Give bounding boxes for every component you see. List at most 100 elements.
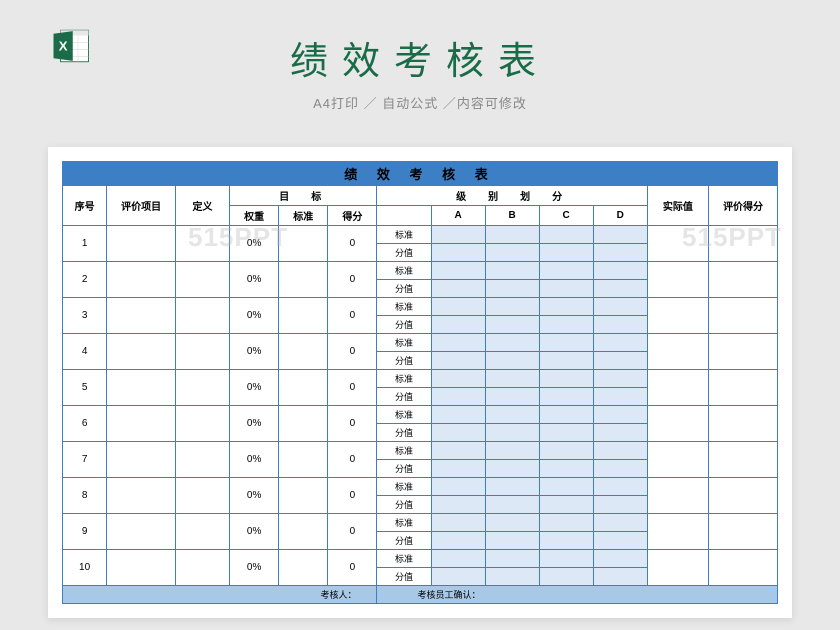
cell-b-val bbox=[485, 280, 539, 298]
cell-d bbox=[593, 406, 647, 424]
cell-sub-val: 分值 bbox=[377, 424, 431, 442]
cell-score: 0 bbox=[328, 442, 377, 478]
cell-d bbox=[593, 226, 647, 244]
footer-confirm: 考核员工确认： bbox=[377, 586, 778, 604]
cell-d-val bbox=[593, 460, 647, 478]
cell-d bbox=[593, 442, 647, 460]
cell-b bbox=[485, 514, 539, 532]
cell-standard bbox=[279, 226, 328, 262]
col-d: D bbox=[593, 206, 647, 226]
cell-def bbox=[176, 442, 230, 478]
col-target-group: 目 标 bbox=[230, 186, 377, 206]
cell-a bbox=[431, 442, 485, 460]
cell-d-val bbox=[593, 352, 647, 370]
cell-seq: 2 bbox=[63, 262, 107, 298]
cell-c bbox=[539, 226, 593, 244]
cell-sub-std: 标准 bbox=[377, 478, 431, 496]
cell-sub-val: 分值 bbox=[377, 352, 431, 370]
cell-item bbox=[107, 262, 176, 298]
cell-b bbox=[485, 442, 539, 460]
col-seq: 序号 bbox=[63, 186, 107, 226]
col-score: 得分 bbox=[328, 206, 377, 226]
cell-def bbox=[176, 370, 230, 406]
cell-b bbox=[485, 298, 539, 316]
cell-def bbox=[176, 226, 230, 262]
cell-score: 0 bbox=[328, 406, 377, 442]
cell-d-val bbox=[593, 244, 647, 262]
header-row-1: 序号 评价项目 定义 目 标 级 别 划 分 实际值 评价得分 bbox=[63, 186, 778, 206]
cell-a-val bbox=[431, 460, 485, 478]
page-title: 绩效考核表 bbox=[60, 30, 780, 85]
table-row: 60%0标准 bbox=[63, 406, 778, 424]
cell-c bbox=[539, 262, 593, 280]
cell-actual bbox=[647, 334, 708, 370]
table-row: 20%0标准 bbox=[63, 262, 778, 280]
cell-sub-std: 标准 bbox=[377, 334, 431, 352]
cell-c bbox=[539, 406, 593, 424]
table-row: 40%0标准 bbox=[63, 334, 778, 352]
cell-eval bbox=[709, 550, 778, 586]
cell-sub-std: 标准 bbox=[377, 370, 431, 388]
cell-d bbox=[593, 334, 647, 352]
col-def: 定义 bbox=[176, 186, 230, 226]
cell-eval bbox=[709, 406, 778, 442]
excel-icon: X bbox=[50, 25, 92, 67]
cell-c bbox=[539, 442, 593, 460]
col-a: A bbox=[431, 206, 485, 226]
table-row: 30%0标准 bbox=[63, 298, 778, 316]
cell-a bbox=[431, 370, 485, 388]
cell-eval bbox=[709, 442, 778, 478]
cell-d bbox=[593, 262, 647, 280]
col-c: C bbox=[539, 206, 593, 226]
cell-d-val bbox=[593, 280, 647, 298]
cell-b-val bbox=[485, 388, 539, 406]
cell-actual bbox=[647, 406, 708, 442]
cell-seq: 6 bbox=[63, 406, 107, 442]
cell-actual bbox=[647, 514, 708, 550]
cell-item bbox=[107, 298, 176, 334]
cell-seq: 1 bbox=[63, 226, 107, 262]
cell-def bbox=[176, 406, 230, 442]
cell-eval bbox=[709, 262, 778, 298]
cell-seq: 3 bbox=[63, 298, 107, 334]
cell-b-val bbox=[485, 496, 539, 514]
cell-seq: 8 bbox=[63, 478, 107, 514]
cell-weight: 0% bbox=[230, 550, 279, 586]
cell-b bbox=[485, 262, 539, 280]
col-actual: 实际值 bbox=[647, 186, 708, 226]
table-row: 50%0标准 bbox=[63, 370, 778, 388]
cell-a bbox=[431, 334, 485, 352]
cell-sub-val: 分值 bbox=[377, 280, 431, 298]
cell-actual bbox=[647, 370, 708, 406]
cell-a-val bbox=[431, 316, 485, 334]
cell-d bbox=[593, 298, 647, 316]
cell-sub-val: 分值 bbox=[377, 244, 431, 262]
cell-a-val bbox=[431, 244, 485, 262]
cell-a-val bbox=[431, 424, 485, 442]
cell-c-val bbox=[539, 280, 593, 298]
cell-a bbox=[431, 298, 485, 316]
cell-b-val bbox=[485, 244, 539, 262]
cell-standard bbox=[279, 370, 328, 406]
cell-a-val bbox=[431, 388, 485, 406]
cell-b-val bbox=[485, 316, 539, 334]
cell-d bbox=[593, 478, 647, 496]
cell-standard bbox=[279, 298, 328, 334]
cell-sub-std: 标准 bbox=[377, 226, 431, 244]
cell-c-val bbox=[539, 496, 593, 514]
cell-c bbox=[539, 478, 593, 496]
cell-d-val bbox=[593, 532, 647, 550]
cell-score: 0 bbox=[328, 334, 377, 370]
cell-b-val bbox=[485, 352, 539, 370]
col-eval-score: 评价得分 bbox=[709, 186, 778, 226]
cell-actual bbox=[647, 550, 708, 586]
col-standard: 标准 bbox=[279, 206, 328, 226]
cell-eval bbox=[709, 226, 778, 262]
table-row: 70%0标准 bbox=[63, 442, 778, 460]
cell-b-val bbox=[485, 460, 539, 478]
cell-eval bbox=[709, 514, 778, 550]
cell-a-val bbox=[431, 496, 485, 514]
cell-actual bbox=[647, 226, 708, 262]
cell-score: 0 bbox=[328, 298, 377, 334]
cell-b-val bbox=[485, 532, 539, 550]
